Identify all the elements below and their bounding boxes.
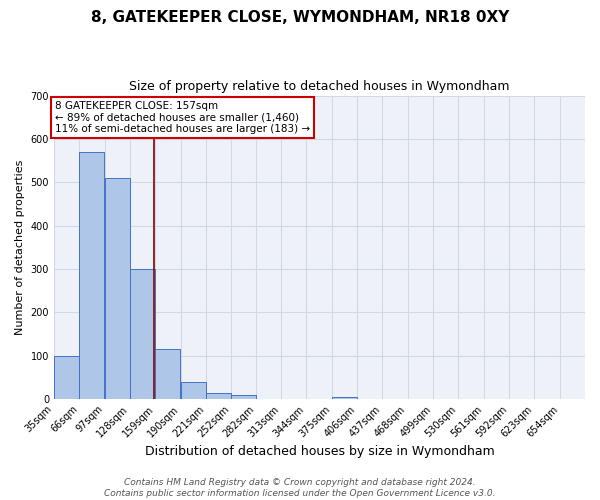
Bar [105, 178, 130, 399]
Bar [54, 356, 79, 399]
Y-axis label: Number of detached properties: Number of detached properties [15, 160, 25, 335]
X-axis label: Distribution of detached houses by size in Wymondham: Distribution of detached houses by size … [145, 444, 494, 458]
Bar [181, 382, 206, 399]
Text: 8 GATEKEEPER CLOSE: 157sqm
← 89% of detached houses are smaller (1,460)
11% of s: 8 GATEKEEPER CLOSE: 157sqm ← 89% of deta… [55, 101, 310, 134]
Bar [155, 349, 181, 399]
Bar [130, 269, 155, 399]
Bar [332, 397, 357, 399]
Title: Size of property relative to detached houses in Wymondham: Size of property relative to detached ho… [129, 80, 510, 93]
Bar [232, 394, 256, 399]
Bar [79, 152, 104, 399]
Text: Contains HM Land Registry data © Crown copyright and database right 2024.
Contai: Contains HM Land Registry data © Crown c… [104, 478, 496, 498]
Bar [206, 392, 231, 399]
Text: 8, GATEKEEPER CLOSE, WYMONDHAM, NR18 0XY: 8, GATEKEEPER CLOSE, WYMONDHAM, NR18 0XY [91, 10, 509, 25]
